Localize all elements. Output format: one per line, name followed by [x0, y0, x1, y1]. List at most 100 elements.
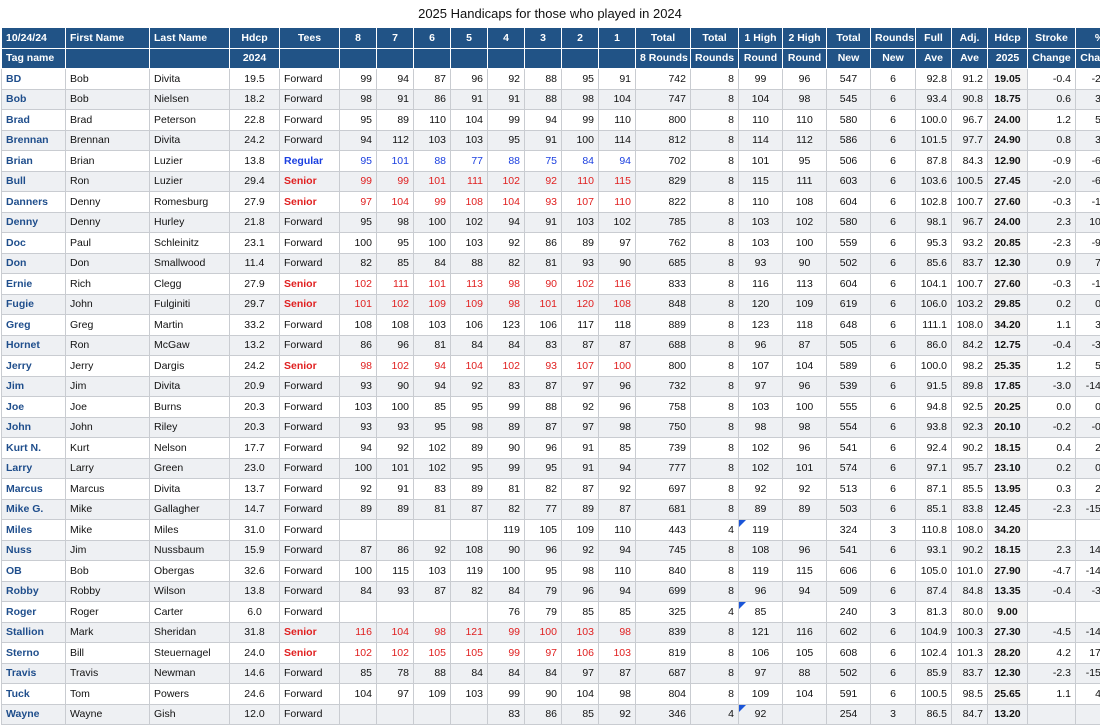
round-score	[413, 703, 451, 725]
rounds-new: 6	[870, 68, 916, 90]
hdcp-2024: 14.6	[229, 662, 280, 684]
round-score: 92	[487, 68, 525, 90]
tag-name: John	[1, 416, 66, 438]
adj-ave: 95.7	[951, 457, 988, 479]
round-score: 86	[524, 232, 562, 254]
total-rounds: 8	[690, 580, 739, 602]
stroke-change: -0.3	[1027, 273, 1076, 295]
pct-change: -15.5%	[1075, 662, 1100, 684]
hdcp-2025: 27.60	[987, 273, 1028, 295]
total-rounds: 8	[690, 662, 739, 684]
stroke-change: 1.1	[1027, 683, 1076, 705]
round-score: 90	[376, 375, 414, 397]
total-new: 574	[826, 457, 871, 479]
hdcp-2025: 13.20	[987, 703, 1028, 725]
round-score: 92	[339, 478, 377, 500]
column-header	[413, 47, 451, 69]
first-name: Bob	[65, 68, 150, 90]
column-header: Ave	[915, 47, 952, 69]
first-name: Travis	[65, 662, 150, 684]
hdcp-2025: 12.45	[987, 498, 1028, 520]
total-new: 509	[826, 580, 871, 602]
rounds-new: 6	[870, 191, 916, 213]
high-2-round: 116	[782, 621, 827, 643]
hdcp-2025: 23.10	[987, 457, 1028, 479]
total-8-rounds: 848	[635, 293, 691, 315]
adj-ave: 100.3	[951, 621, 988, 643]
round-score: 81	[487, 478, 525, 500]
table-row: John John Riley 20.3 Forward 93 93 95 98 89 87 97 98…	[1, 416, 1100, 438]
first-name: Mike	[65, 498, 150, 520]
tag-name: Doc	[1, 232, 66, 254]
round-score: 105	[524, 519, 562, 541]
hdcp-2024: 33.2	[229, 314, 280, 336]
total-rounds: 8	[690, 334, 739, 356]
pct-change: 7.9%	[1075, 252, 1100, 274]
tees: Forward	[279, 703, 340, 725]
round-score: 83	[413, 478, 451, 500]
column-header: 3	[524, 27, 562, 49]
tees: Forward	[279, 580, 340, 602]
last-name: Nussbaum	[149, 539, 230, 561]
column-header	[561, 47, 599, 69]
table-row: Danners Denny Romesburg 27.9 Senior 97 104 99 10…	[1, 191, 1100, 213]
round-score: 95	[339, 150, 377, 172]
adj-ave: 84.3	[951, 150, 988, 172]
total-8-rounds: 443	[635, 519, 691, 541]
pct-change	[1075, 601, 1100, 623]
total-rounds: 4	[690, 703, 739, 725]
total-8-rounds: 839	[635, 621, 691, 643]
tees: Forward	[279, 662, 340, 684]
last-name: Carter	[149, 601, 230, 623]
hdcp-2025: 25.35	[987, 355, 1028, 377]
round-score: 92	[450, 375, 488, 397]
total-new: 505	[826, 334, 871, 356]
column-header: Change	[1075, 47, 1100, 69]
high-1-round: 116	[738, 273, 783, 295]
adj-ave: 108.0	[951, 314, 988, 336]
adj-ave: 84.2	[951, 334, 988, 356]
high-1-round: 96	[738, 334, 783, 356]
round-score: 90	[487, 539, 525, 561]
round-score: 89	[450, 437, 488, 459]
high-2-round: 95	[782, 150, 827, 172]
round-score: 75	[524, 150, 562, 172]
round-score: 103	[339, 396, 377, 418]
rounds-new: 6	[870, 621, 916, 643]
last-name: Romesburg	[149, 191, 230, 213]
column-header: New	[870, 47, 916, 69]
total-new: 502	[826, 252, 871, 274]
tag-name: Stallion	[1, 621, 66, 643]
full-ave: 85.6	[915, 252, 952, 274]
pct-change: 17.5%	[1075, 642, 1100, 664]
tees: Senior	[279, 642, 340, 664]
round-score: 94	[376, 68, 414, 90]
hdcp-2025: 12.75	[987, 334, 1028, 356]
tees: Forward	[279, 314, 340, 336]
column-header: Rounds	[690, 47, 739, 69]
first-name: Tom	[65, 683, 150, 705]
pct-change: -14.4%	[1075, 375, 1100, 397]
stroke-change: -0.4	[1027, 580, 1076, 602]
tees: Forward	[279, 232, 340, 254]
round-score: 102	[339, 642, 377, 664]
table-row: Larry Larry Green 23.0 Forward 100 101 102 95 99 9…	[1, 457, 1100, 479]
tag-name: Ernie	[1, 273, 66, 295]
pct-change: -3.3%	[1075, 580, 1100, 602]
stroke-change: 0.2	[1027, 293, 1076, 315]
column-header: 10/24/24	[1, 27, 66, 49]
total-8-rounds: 833	[635, 273, 691, 295]
round-score: 84	[450, 334, 488, 356]
round-score: 87	[339, 539, 377, 561]
hdcp-2025: 18.15	[987, 539, 1028, 561]
round-score: 96	[524, 437, 562, 459]
column-header	[279, 47, 340, 69]
full-ave: 104.1	[915, 273, 952, 295]
round-score: 98	[598, 621, 636, 643]
round-score: 107	[561, 191, 599, 213]
round-score	[339, 519, 377, 541]
adj-ave: 85.5	[951, 478, 988, 500]
round-score: 95	[450, 457, 488, 479]
round-score: 89	[561, 232, 599, 254]
stroke-change: -0.4	[1027, 68, 1076, 90]
